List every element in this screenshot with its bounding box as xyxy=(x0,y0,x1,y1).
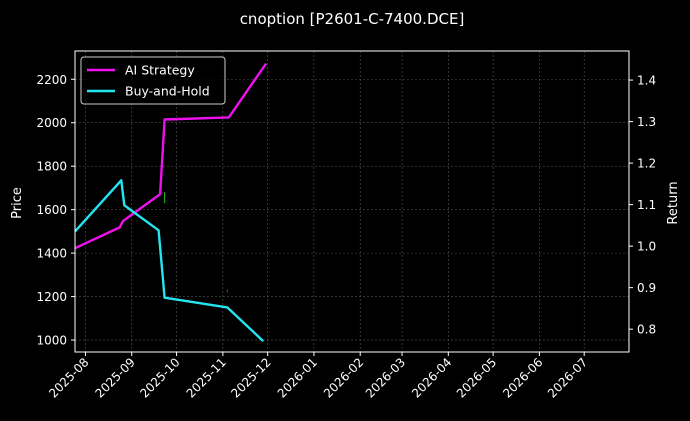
y2-tick-label: 0.9 xyxy=(637,281,656,295)
y-tick-label: 1800 xyxy=(36,160,67,174)
y-axis-right: 0.8 0.9 1.0 1.1 1.2 1.3 1.4 xyxy=(629,74,656,337)
y-axis-left: 1000 1200 1400 1600 1800 2000 2200 xyxy=(36,73,75,348)
y2-tick-label: 1.0 xyxy=(637,240,656,254)
y-tick-label: 2200 xyxy=(36,73,67,87)
y2-tick-label: 1.2 xyxy=(637,157,656,171)
series-layer xyxy=(74,62,268,342)
y-tick-label: 2000 xyxy=(36,116,67,130)
y-tick-label: 1600 xyxy=(36,203,67,217)
y-axis-label: Price xyxy=(10,187,25,219)
y-tick-label: 1200 xyxy=(36,290,67,304)
y2-tick-label: 1.4 xyxy=(637,74,656,88)
y2-axis-label: Return xyxy=(666,181,681,224)
y2-tick-label: 1.1 xyxy=(637,198,656,212)
legend-label: AI Strategy xyxy=(125,63,195,78)
y2-tick-label: 0.8 xyxy=(637,323,656,337)
legend: AI Strategy Buy-and-Hold xyxy=(80,56,226,105)
legend-box xyxy=(80,56,226,105)
y-tick-label: 1400 xyxy=(36,247,67,261)
marker-layer xyxy=(164,192,228,293)
y-tick-label: 1000 xyxy=(36,334,67,348)
y2-tick-label: 1.3 xyxy=(637,115,656,129)
legend-label: Buy-and-Hold xyxy=(125,84,210,99)
series-line-buy-and-hold xyxy=(74,179,265,342)
plot-frame xyxy=(74,50,630,353)
grid xyxy=(75,51,629,352)
chart-title: cnoption [P2601-C-7400.DCE] xyxy=(240,10,465,28)
series-line-ai-strategy xyxy=(74,62,268,250)
